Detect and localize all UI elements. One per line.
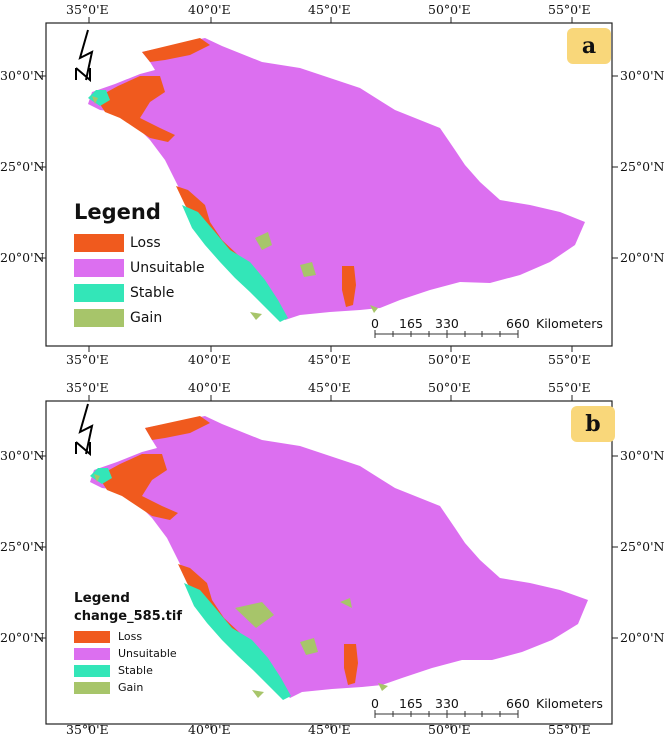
stable-area-northwest bbox=[88, 90, 110, 106]
graticule-ticks bbox=[40, 395, 618, 730]
scale-bar bbox=[374, 330, 519, 338]
lon-label: 55°0'E bbox=[548, 352, 591, 367]
scale-tick-label: 165 bbox=[399, 316, 423, 331]
lat-label: 20°0'N bbox=[0, 630, 45, 645]
scale-tick-label: 0 bbox=[371, 696, 379, 711]
lon-label: 35°0'E bbox=[66, 2, 109, 17]
map-frame bbox=[45, 22, 613, 347]
legend-label: Unsuitable bbox=[118, 647, 177, 660]
scale-tick-label: 0 bbox=[371, 316, 379, 331]
map-canvas-a bbox=[40, 17, 618, 352]
loss-area-north bbox=[142, 38, 210, 62]
map-canvas-b bbox=[40, 395, 618, 730]
legend-item: Loss bbox=[74, 628, 182, 645]
scale-tick-label: 330 bbox=[435, 696, 459, 711]
lat-label: 20°0'N bbox=[620, 630, 665, 645]
legend-label: Gain bbox=[118, 681, 144, 694]
north-arrow-icon bbox=[75, 29, 94, 83]
scale-tick-label: 660 bbox=[506, 696, 530, 711]
lat-label: 25°0'N bbox=[0, 159, 45, 174]
lon-label: 45°0'E bbox=[308, 722, 351, 737]
legend-swatch-stable bbox=[74, 664, 110, 677]
lat-label: 30°0'N bbox=[620, 448, 665, 463]
map-frame bbox=[45, 400, 613, 725]
lon-label: 50°0'E bbox=[428, 722, 471, 737]
scale-tick-label: 660 bbox=[506, 316, 530, 331]
gain-patches bbox=[92, 96, 378, 320]
loss-area-south bbox=[344, 644, 358, 685]
stable-area-coast bbox=[182, 205, 288, 322]
lon-label: 40°0'E bbox=[188, 352, 231, 367]
panel-label-badge: a bbox=[567, 28, 611, 64]
lon-label: 50°0'E bbox=[428, 352, 471, 367]
lon-label: 55°0'E bbox=[548, 722, 591, 737]
map-panel-b: 35°0'E 40°0'E 45°0'E 50°0'E 55°0'E 35°0'… bbox=[0, 380, 671, 741]
lon-label: 50°0'E bbox=[428, 380, 471, 395]
lon-label: 40°0'E bbox=[188, 722, 231, 737]
legend-item: Gain bbox=[74, 679, 182, 696]
map-legend: Legend Loss Unsuitable Stable Gain bbox=[74, 200, 205, 330]
lon-label: 40°0'E bbox=[188, 2, 231, 17]
stable-area-northwest bbox=[90, 468, 112, 484]
map-panel-a: 35°0'E 40°0'E 45°0'E 50°0'E 55°0'E 35°0'… bbox=[0, 0, 671, 370]
legend-item: Unsuitable bbox=[74, 255, 205, 280]
lat-label: 25°0'N bbox=[0, 539, 45, 554]
lon-label: 35°0'E bbox=[66, 722, 109, 737]
legend-layer-name: change_585.tif bbox=[74, 609, 183, 624]
legend-item: Unsuitable bbox=[74, 645, 182, 662]
panel-label-badge: b bbox=[571, 406, 615, 442]
scale-tick-label: 165 bbox=[399, 696, 423, 711]
legend-label: Loss bbox=[130, 234, 161, 251]
map-legend: Legend change_585.tif Loss Unsuitable St… bbox=[74, 590, 182, 696]
legend-item: Stable bbox=[74, 280, 205, 305]
legend-swatch-gain bbox=[74, 308, 124, 327]
legend-title: Legend bbox=[74, 590, 130, 606]
legend-swatch-stable bbox=[74, 283, 124, 302]
loss-area-northwest bbox=[96, 76, 175, 142]
legend-label: Stable bbox=[130, 284, 175, 301]
scale-bar bbox=[374, 710, 519, 718]
loss-area-south bbox=[342, 266, 356, 307]
lat-label: 25°0'N bbox=[620, 159, 665, 174]
unsuitable-area bbox=[90, 416, 588, 698]
legend-swatch-loss bbox=[74, 630, 110, 643]
lon-label: 35°0'E bbox=[66, 352, 109, 367]
loss-area-north bbox=[145, 416, 210, 440]
legend-label: Gain bbox=[130, 309, 163, 326]
lon-label: 55°0'E bbox=[548, 2, 591, 17]
unsuitable-area bbox=[88, 38, 585, 320]
north-arrow-icon bbox=[75, 403, 94, 457]
legend-label: Loss bbox=[118, 630, 143, 643]
legend-title: Legend bbox=[74, 200, 161, 224]
scale-tick-label: 330 bbox=[435, 316, 459, 331]
graticule-ticks bbox=[40, 17, 618, 352]
lon-label: 45°0'E bbox=[308, 2, 351, 17]
lon-label: 45°0'E bbox=[308, 380, 351, 395]
legend-swatch-unsuitable bbox=[74, 258, 124, 277]
lat-label: 30°0'N bbox=[0, 68, 45, 83]
gain-patches bbox=[94, 474, 388, 698]
lat-label: 20°0'N bbox=[620, 250, 665, 265]
lon-label: 45°0'E bbox=[308, 352, 351, 367]
lat-label: 30°0'N bbox=[620, 68, 665, 83]
lat-label: 20°0'N bbox=[0, 250, 45, 265]
legend-item: Gain bbox=[74, 305, 205, 330]
lat-label: 30°0'N bbox=[0, 448, 45, 463]
lon-label: 40°0'E bbox=[188, 380, 231, 395]
scale-unit: Kilometers bbox=[536, 316, 603, 331]
scale-unit: Kilometers bbox=[536, 696, 603, 711]
stable-area-coast bbox=[184, 583, 291, 700]
legend-swatch-gain bbox=[74, 681, 110, 694]
legend-swatch-loss bbox=[74, 233, 124, 252]
lat-label: 25°0'N bbox=[620, 539, 665, 554]
lon-label: 50°0'E bbox=[428, 2, 471, 17]
loss-area-northwest bbox=[98, 454, 178, 520]
legend-swatch-unsuitable bbox=[74, 647, 110, 660]
legend-label: Stable bbox=[118, 664, 153, 677]
lon-label: 55°0'E bbox=[548, 380, 591, 395]
lon-label: 35°0'E bbox=[66, 380, 109, 395]
legend-label: Unsuitable bbox=[130, 259, 205, 276]
legend-item: Loss bbox=[74, 230, 205, 255]
legend-item: Stable bbox=[74, 662, 182, 679]
